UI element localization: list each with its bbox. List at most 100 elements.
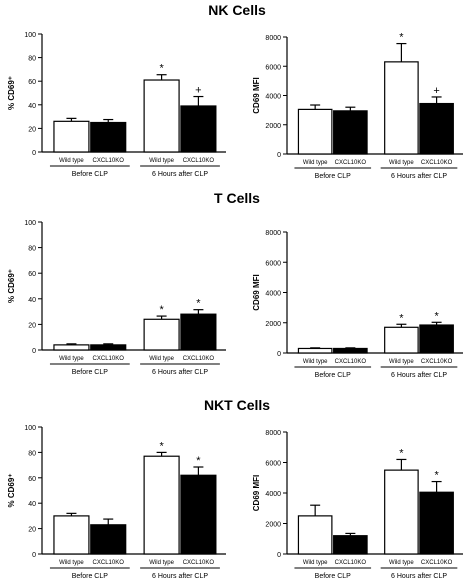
- bar: [53, 344, 90, 351]
- y-tick-label: 80: [28, 450, 36, 457]
- y-tick-label: 2000: [265, 123, 281, 130]
- y-axis-label: % CD69⁺: [7, 76, 16, 110]
- y-tick-label: 20: [28, 527, 36, 534]
- significance-mark: +: [433, 85, 439, 97]
- nk-cd69-mfi-chart: 0 2000 4000 6000 8000 CD69 MFI Wild type CXCL10…: [252, 32, 463, 180]
- y-tick-label: 6000: [265, 461, 281, 468]
- section-title-nkt: NKT Cells: [203, 397, 271, 413]
- bar: [180, 105, 217, 153]
- group-label: Before CLP: [72, 171, 109, 178]
- x-tick-label: CXCL10KO: [93, 356, 125, 362]
- x-tick-label: CXCL10KO: [183, 158, 215, 164]
- x-tick-label: CXCL10KO: [335, 359, 367, 365]
- y-tick-label: 20: [28, 322, 36, 329]
- y-axis-label: % CD69⁺: [7, 269, 16, 303]
- bar: [143, 318, 180, 351]
- bar: [90, 344, 127, 351]
- bar: [53, 515, 90, 555]
- significance-mark: *: [196, 455, 201, 467]
- bar: [419, 324, 454, 354]
- y-tick-label: 0: [277, 152, 281, 159]
- x-tick-label: CXCL10KO: [93, 560, 125, 566]
- group-label: Before CLP: [315, 173, 352, 180]
- bar: [297, 108, 333, 155]
- x-tick-label: Wild type: [389, 160, 414, 166]
- x-tick-label: Wild type: [149, 560, 174, 566]
- group-label: 6 Hours after CLP: [391, 573, 447, 580]
- x-tick-label: Wild type: [303, 160, 328, 166]
- group-label: Before CLP: [315, 573, 352, 580]
- section-title-t: T Cells: [214, 190, 260, 206]
- y-tick-label: 60: [28, 476, 36, 483]
- significance-mark: *: [159, 304, 164, 316]
- y-axis-label: % CD69⁺: [7, 473, 16, 507]
- bar: [90, 121, 127, 153]
- x-tick-label: Wild type: [389, 359, 414, 365]
- x-tick-label: CXCL10KO: [183, 560, 215, 566]
- y-tick-label: 2000: [265, 321, 281, 328]
- x-tick-label: CXCL10KO: [335, 160, 367, 166]
- bar: [53, 120, 90, 153]
- x-tick-label: CXCL10KO: [421, 359, 453, 365]
- y-axis-label: CD69 MFI: [252, 475, 261, 511]
- y-tick-label: 0: [277, 552, 281, 559]
- group-label: Before CLP: [72, 573, 109, 580]
- significance-mark: *: [159, 63, 164, 75]
- x-tick-label: Wild type: [303, 560, 328, 566]
- t-percent-cd69-chart: 0 20 40 60 80 100 % CD69⁺ Wild type CXCL10KO * Wil…: [7, 220, 226, 376]
- x-tick-label: Wild type: [59, 158, 84, 164]
- nkt-percent-cd69-chart: 0 20 40 60 80 100 % CD69⁺ Wild type CXCL10KO * Wil…: [7, 425, 226, 580]
- y-tick-label: 8000: [265, 430, 281, 437]
- y-tick-label: 2000: [265, 522, 281, 529]
- x-tick-label: Wild type: [59, 356, 84, 362]
- significance-mark: +: [195, 85, 201, 97]
- group-label: 6 Hours after CLP: [391, 173, 447, 180]
- y-tick-label: 4000: [265, 491, 281, 498]
- bar: [297, 515, 333, 555]
- bar: [419, 102, 454, 155]
- y-tick-label: 4000: [265, 291, 281, 298]
- t-cd69-mfi-chart: 0 2000 4000 6000 8000 CD69 MFI Wild type CXCL10…: [252, 230, 463, 379]
- x-tick-label: CXCL10KO: [421, 560, 453, 566]
- nk-percent-cd69-chart: 0 20 40 60 80 100 % CD69⁺ Wild type CXCL10KO * Wil…: [7, 32, 226, 178]
- bar: [333, 347, 368, 354]
- x-tick-label: CXCL10KO: [93, 158, 125, 164]
- y-tick-label: 40: [28, 103, 36, 110]
- bar: [90, 524, 127, 555]
- bar: [384, 61, 419, 155]
- y-tick-label: 4000: [265, 94, 281, 101]
- y-axis-label: CD69 MFI: [252, 274, 261, 310]
- y-tick-label: 8000: [265, 35, 281, 42]
- group-label: 6 Hours after CLP: [152, 573, 208, 580]
- y-tick-label: 6000: [265, 260, 281, 267]
- significance-mark: *: [196, 298, 201, 310]
- y-tick-label: 0: [32, 150, 36, 157]
- significance-mark: *: [399, 447, 404, 459]
- y-tick-label: 20: [28, 126, 36, 133]
- y-tick-label: 40: [28, 501, 36, 508]
- bar: [384, 469, 419, 555]
- bar: [143, 79, 180, 153]
- group-label: 6 Hours after CLP: [391, 372, 447, 379]
- y-tick-label: 0: [32, 552, 36, 559]
- y-tick-label: 6000: [265, 64, 281, 71]
- x-tick-label: CXCL10KO: [421, 160, 453, 166]
- y-tick-label: 8000: [265, 230, 281, 237]
- nkt-cd69-mfi-chart: 0 2000 4000 6000 8000 CD69 MFI Wild type CXCL10…: [252, 430, 463, 580]
- y-tick-label: 100: [24, 425, 36, 432]
- y-tick-label: 80: [28, 56, 36, 63]
- y-tick-label: 80: [28, 246, 36, 253]
- bar: [419, 491, 454, 555]
- bar: [180, 474, 217, 555]
- y-tick-label: 100: [24, 32, 36, 39]
- group-label: 6 Hours after CLP: [152, 171, 208, 178]
- significance-mark: *: [434, 310, 439, 322]
- x-tick-label: Wild type: [149, 158, 174, 164]
- y-tick-label: 0: [32, 348, 36, 355]
- bar: [333, 110, 368, 155]
- group-label: Before CLP: [315, 372, 352, 379]
- significance-mark: *: [399, 312, 404, 324]
- significance-mark: *: [434, 470, 439, 482]
- significance-mark: *: [399, 32, 404, 44]
- bar: [143, 455, 180, 555]
